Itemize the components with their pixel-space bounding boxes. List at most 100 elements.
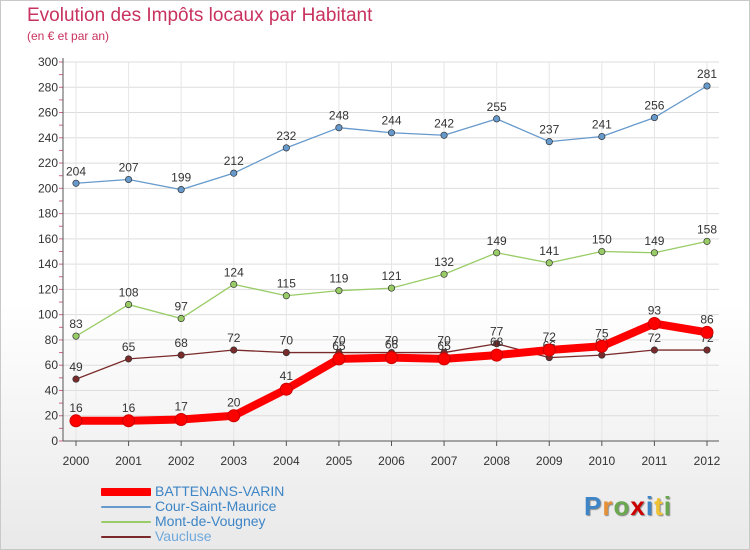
data-label: 149 [644,234,664,248]
x-tick-label: 2009 [536,454,563,468]
data-point [282,349,290,357]
legend-item: BATTENANS-VARIN [101,484,284,499]
data-label: 70 [332,334,346,348]
data-label: 70 [385,334,399,348]
y-tick-label: 160 [38,232,58,246]
data-point [700,325,714,339]
y-tick-label: 300 [38,55,58,69]
data-point [227,409,241,423]
data-label: 281 [697,67,717,81]
data-point [230,346,238,354]
x-tick-label: 2000 [63,454,90,468]
data-point [72,375,80,383]
data-point [282,144,290,152]
data-label: 77 [490,325,504,339]
series-battenans-varin: 16 16 17 20 41 65 66 65 68 72 75 93 86 [69,304,714,428]
data-point [493,115,501,123]
data-label: 212 [224,154,244,168]
data-label: 86 [700,312,714,326]
data-label: 256 [644,99,664,113]
data-label: 75 [595,326,609,340]
data-point [493,249,501,257]
data-point [647,317,661,331]
data-label: 68 [174,336,188,350]
legend-item: Mont-de-Vougney [101,514,284,529]
data-point [279,382,293,396]
data-label: 65 [332,339,346,353]
data-label: 244 [381,114,401,128]
data-point [493,340,501,348]
data-label: 199 [171,171,191,185]
y-tick-label: 120 [38,282,58,296]
data-label: 65 [122,340,136,354]
x-tick-label: 2003 [220,454,247,468]
data-label: 49 [69,360,83,374]
legend-label: Cour-Saint-Maurice [155,498,277,514]
data-point [598,247,606,256]
y-tick-label: 80 [45,333,59,347]
data-label: 115 [277,277,296,291]
data-label: 41 [280,369,294,383]
legend-label: Vaucluse [155,528,212,544]
data-point [125,175,133,184]
data-label: 237 [539,123,559,137]
data-label: 108 [119,286,139,300]
legend-swatch [101,520,151,523]
x-tick-label: 2011 [642,454,668,468]
series-vaucluse: 49 65 68 72 70 70 70 70 77 66 68 72 72 [69,325,714,383]
y-tick-label: 60 [45,358,59,372]
chart-title: Evolution des Impôts locaux par Habitant [27,5,373,26]
x-tick-label: 2001 [115,454,142,468]
data-label: 232 [276,129,296,143]
data-label: 17 [174,400,188,414]
y-tick-label: 0 [51,434,58,448]
data-point [72,179,80,187]
data-point [230,169,238,177]
data-point [177,351,185,359]
data-label: 20 [227,396,241,410]
legend-label: Mont-de-Vougney [155,513,266,529]
logo-letter: x [630,491,646,521]
data-point [598,351,606,359]
data-point [440,270,448,278]
data-point [230,280,238,288]
legend-swatch [101,535,151,538]
x-tick-label: 2007 [431,454,458,468]
data-point [177,314,185,323]
legend-item: Vaucluse [101,529,284,544]
x-tick-label: 2004 [273,454,300,468]
data-point [703,346,711,354]
x-tick-label: 2006 [378,454,405,468]
data-label: 248 [329,109,349,123]
data-label: 158 [697,222,717,236]
data-label: 93 [648,304,662,318]
data-label: 242 [434,116,454,130]
data-point [387,284,396,292]
proxiti-logo: Proxiti [584,491,672,522]
data-point [122,414,136,428]
legend-swatch [101,487,151,496]
x-tick-label: 2002 [168,454,195,468]
data-point [177,186,185,194]
data-point [385,351,398,365]
data-label: 97 [174,299,188,313]
data-label: 241 [592,118,612,132]
logo-letter: t [654,491,664,521]
series-cour-saint-maurice: 204 207 199 212 232 248 244 242 255 237 241 256 281 [66,67,717,194]
data-point [545,138,553,146]
y-tick-label: 220 [38,156,58,170]
data-label: 72 [543,330,557,344]
data-point [335,124,343,132]
data-label: 149 [487,234,507,248]
data-point [72,332,80,340]
data-point [174,413,188,427]
series-mont-de-vougney: 83 108 97 124 115 119 121 132 149 141 150 149 158 [69,222,717,340]
x-tick-label: 2005 [326,454,353,468]
x-tick-label: 2012 [694,454,721,468]
data-label: 121 [381,269,401,283]
data-point [595,339,609,353]
data-label: 16 [122,401,136,415]
chart-legend: BATTENANS-VARIN Cour-Saint-Maurice Mont-de… [101,484,284,544]
data-point [335,287,343,295]
